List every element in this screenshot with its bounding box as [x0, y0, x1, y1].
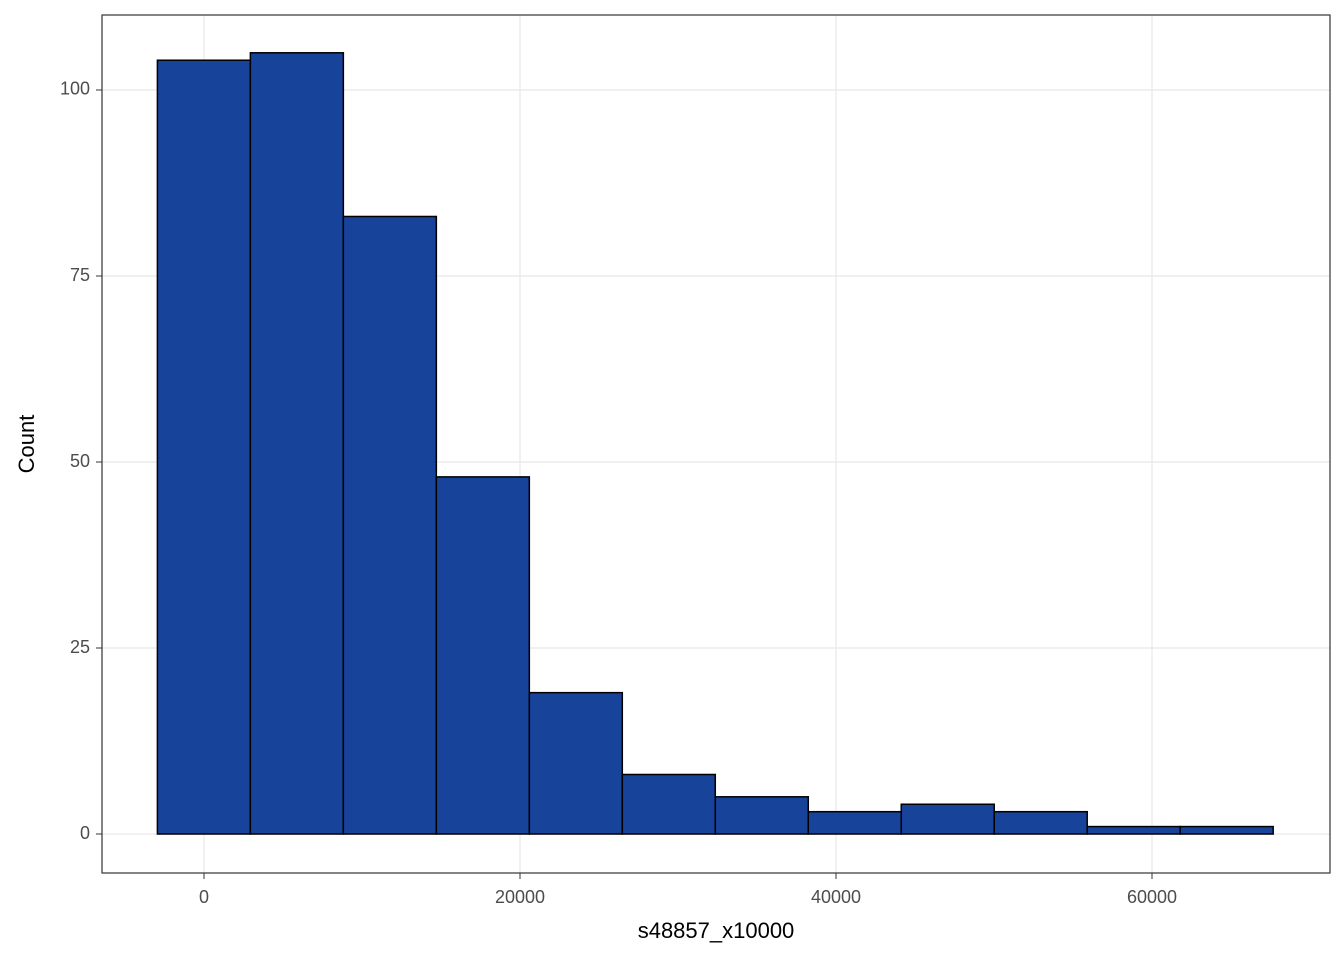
x-axis-title: s48857_x10000 — [638, 918, 795, 943]
bar — [993, 810, 1088, 835]
y-tick-label: 100 — [60, 79, 90, 99]
bar — [1086, 825, 1181, 835]
bar — [1179, 825, 1274, 835]
x-tick-label: 0 — [199, 887, 209, 907]
panel-border — [101, 14, 1331, 874]
bar — [528, 691, 624, 835]
bar — [900, 803, 995, 835]
y-tick-label: 25 — [70, 637, 90, 657]
x-tick-label: 20000 — [495, 887, 545, 907]
y-tick-label: 50 — [70, 451, 90, 471]
bar — [435, 476, 531, 835]
bar — [621, 773, 717, 835]
bar — [342, 215, 438, 835]
bar — [249, 52, 345, 835]
x-tick-label: 60000 — [1127, 887, 1177, 907]
bar — [807, 810, 903, 835]
y-tick-label: 75 — [70, 265, 90, 285]
bar — [156, 59, 252, 835]
y-axis-title: Count — [14, 415, 39, 474]
y-tick-label: 0 — [80, 823, 90, 843]
x-tick-label: 40000 — [811, 887, 861, 907]
bar — [714, 796, 810, 835]
